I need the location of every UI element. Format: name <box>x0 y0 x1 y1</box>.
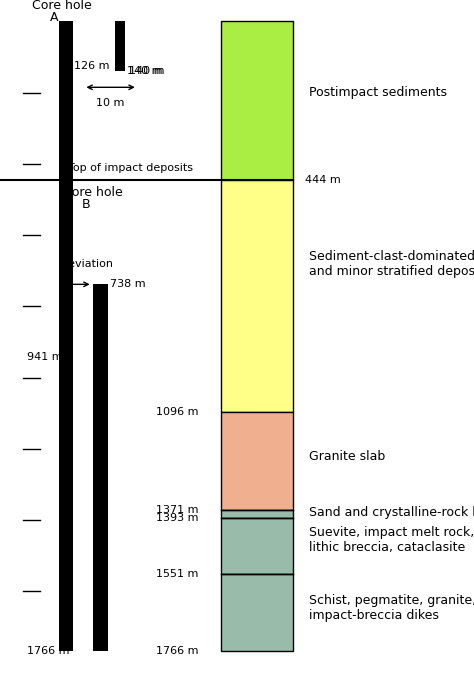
Text: deviation: deviation <box>61 259 113 269</box>
Text: Sand and crystalline-rock blocks: Sand and crystalline-rock blocks <box>309 506 474 519</box>
Bar <box>221 510 293 518</box>
Text: 140 m: 140 m <box>128 66 164 77</box>
Text: Sediment-clast-dominated breccia
and minor stratified deposits: Sediment-clast-dominated breccia and min… <box>309 250 474 278</box>
Text: 941 m: 941 m <box>27 351 63 362</box>
Bar <box>59 22 73 651</box>
Text: Postimpact sediments: Postimpact sediments <box>309 86 447 99</box>
Text: 140 m: 140 m <box>128 66 163 77</box>
Text: 1393 m: 1393 m <box>156 512 198 523</box>
Bar <box>92 284 109 651</box>
Text: Suevite, impact melt rock,
lithic breccia, cataclasite: Suevite, impact melt rock, lithic brecci… <box>309 526 474 554</box>
Text: 444 m: 444 m <box>305 175 340 185</box>
Text: Core hole: Core hole <box>32 0 91 12</box>
Text: B: B <box>81 198 90 211</box>
Bar <box>221 412 293 510</box>
Text: 738 m: 738 m <box>109 280 146 289</box>
Bar <box>221 574 293 651</box>
Text: 1551 m: 1551 m <box>156 569 198 579</box>
Text: 1096 m: 1096 m <box>156 407 198 417</box>
Bar <box>115 22 125 71</box>
Text: 1766 m: 1766 m <box>156 646 198 655</box>
Text: Top of impact deposits: Top of impact deposits <box>68 163 193 173</box>
Text: Core hole: Core hole <box>63 186 123 199</box>
Text: 1766 m: 1766 m <box>27 646 70 655</box>
Text: Schist, pegmatite, granite,
impact-breccia dikes: Schist, pegmatite, granite, impact-brecc… <box>309 594 474 621</box>
Text: 126 m: 126 m <box>74 62 110 71</box>
Bar <box>221 22 293 179</box>
Bar <box>221 179 293 412</box>
Text: Granite slab: Granite slab <box>309 450 385 462</box>
Text: A: A <box>50 12 58 24</box>
Bar <box>221 518 293 574</box>
Text: 10 m: 10 m <box>96 98 125 108</box>
Text: 1371 m: 1371 m <box>156 505 198 515</box>
